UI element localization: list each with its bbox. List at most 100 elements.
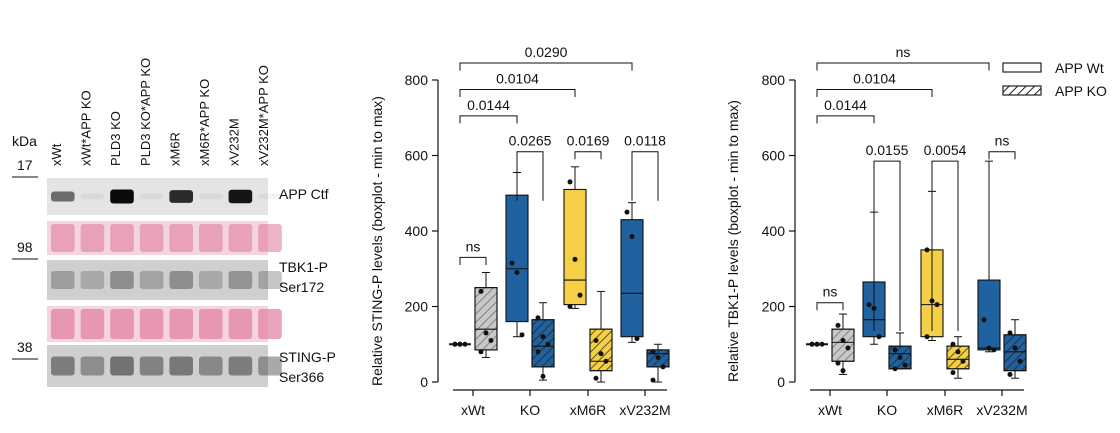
data-point xyxy=(598,351,604,357)
blot-band xyxy=(258,193,282,200)
blot-row-label: TBK1-P xyxy=(279,259,328,275)
data-point xyxy=(593,375,599,381)
data-point xyxy=(462,341,468,347)
tbk1-boxplot: 0 200 400 600 800 xWt KO xM6R xV232M Relative TBK… xyxy=(725,44,1028,418)
lane-label: PLD3 KO*APP KO xyxy=(138,58,153,166)
blot-band xyxy=(199,193,223,200)
y-tick-label: 600 xyxy=(405,148,429,164)
y-tick-label: 0 xyxy=(777,374,785,390)
x-tick-label: xV232M xyxy=(976,402,1027,418)
blot-row-label: APP Ctf xyxy=(279,186,329,202)
blot-band xyxy=(139,356,164,376)
x-tick-label: xM6R xyxy=(570,402,607,418)
blot-band xyxy=(51,191,75,202)
data-point xyxy=(509,260,515,266)
data-point xyxy=(840,368,846,374)
data-point xyxy=(624,209,630,215)
significance-label: ns xyxy=(823,284,838,300)
data-point xyxy=(478,349,484,355)
data-point xyxy=(519,332,525,338)
lane-label: xM6R*APP KO xyxy=(197,79,212,166)
legend: APP Wt APP KO xyxy=(1002,60,1107,99)
significance-bracket xyxy=(516,151,544,201)
blot-band xyxy=(80,193,105,200)
lane-label: xV232M*APP KO xyxy=(256,65,271,166)
data-point xyxy=(897,354,903,360)
blot-band xyxy=(139,224,164,252)
box-hatch xyxy=(831,328,855,362)
significance-label: 0.0144 xyxy=(467,97,510,113)
significance-label: ns xyxy=(896,44,911,60)
blot-band xyxy=(169,271,193,289)
data-point xyxy=(950,341,956,347)
blot-band xyxy=(51,309,75,339)
blot-band xyxy=(228,189,253,204)
y-axis-label: Relative STING-P levels (boxplot - min t… xyxy=(369,96,385,386)
data-point xyxy=(991,347,997,353)
data-point xyxy=(478,288,484,294)
data-point xyxy=(902,362,908,368)
marker-label: 38 xyxy=(17,339,33,355)
data-point xyxy=(577,292,583,298)
data-point xyxy=(892,347,898,353)
box xyxy=(505,194,529,323)
blot-band xyxy=(228,309,253,339)
blot-row-label: STING-P xyxy=(279,349,336,365)
data-point xyxy=(934,302,940,308)
blot-band xyxy=(169,309,193,339)
data-point xyxy=(981,317,987,323)
blot-band xyxy=(258,356,282,376)
data-point xyxy=(535,349,541,355)
data-point xyxy=(876,334,882,340)
data-point xyxy=(603,358,609,364)
data-point xyxy=(535,315,541,321)
lane-labels: xWt xWt*APP KO PLD3 KO PLD3 KO*APP KO xM6R xM… xyxy=(49,58,271,166)
data-point xyxy=(840,337,846,343)
data-point xyxy=(629,234,635,240)
x-tick-label: xWt xyxy=(461,402,485,418)
data-point xyxy=(924,247,930,253)
data-point xyxy=(1012,345,1018,351)
y-tick-label: 800 xyxy=(762,72,786,88)
significance-label: 0.0290 xyxy=(525,44,568,60)
x-tick-label: xM6R xyxy=(927,402,964,418)
data-point xyxy=(572,256,578,262)
box xyxy=(563,188,587,306)
blot-band xyxy=(110,189,134,204)
blot-band xyxy=(258,224,282,252)
blot-band xyxy=(139,309,164,339)
legend-label-app-ko: APP KO xyxy=(1055,83,1107,99)
x-tick-label: KO xyxy=(877,402,897,418)
blot-row-label: Ser172 xyxy=(279,279,324,295)
data-point xyxy=(1017,358,1023,364)
data-point xyxy=(488,337,494,343)
significance-bracket xyxy=(931,160,959,332)
significance-label: 0.0265 xyxy=(509,133,552,149)
significance-label: 0.0118 xyxy=(624,133,666,149)
blot-band xyxy=(228,271,253,289)
significance-bracket xyxy=(459,115,518,124)
lane-label: xWt*APP KO xyxy=(79,90,94,166)
significance-label: 0.0104 xyxy=(496,70,539,86)
significance-bracket xyxy=(816,115,875,124)
blot-band xyxy=(139,271,164,289)
data-point xyxy=(960,358,966,364)
lane-label: PLD3 KO xyxy=(108,111,123,166)
box-hatch xyxy=(531,319,555,368)
data-point xyxy=(1007,371,1013,377)
sting-boxplot: 0 200 400 600 800 xWt KO xM6R xV232M Relative STI… xyxy=(369,44,671,418)
blot-band xyxy=(199,309,223,339)
data-point xyxy=(567,179,573,185)
data-point xyxy=(950,370,956,376)
data-point xyxy=(650,377,656,383)
blot-rows xyxy=(47,178,282,387)
significance-bracket xyxy=(988,151,1016,160)
data-point xyxy=(634,336,640,342)
blot-band xyxy=(228,356,253,376)
blot-band xyxy=(110,309,134,339)
significance-bracket xyxy=(816,302,844,311)
y-axis-label: Relative TBK1-P levels (boxplot - min to… xyxy=(725,100,741,382)
data-point xyxy=(866,302,872,308)
significance-bracket xyxy=(816,88,933,97)
